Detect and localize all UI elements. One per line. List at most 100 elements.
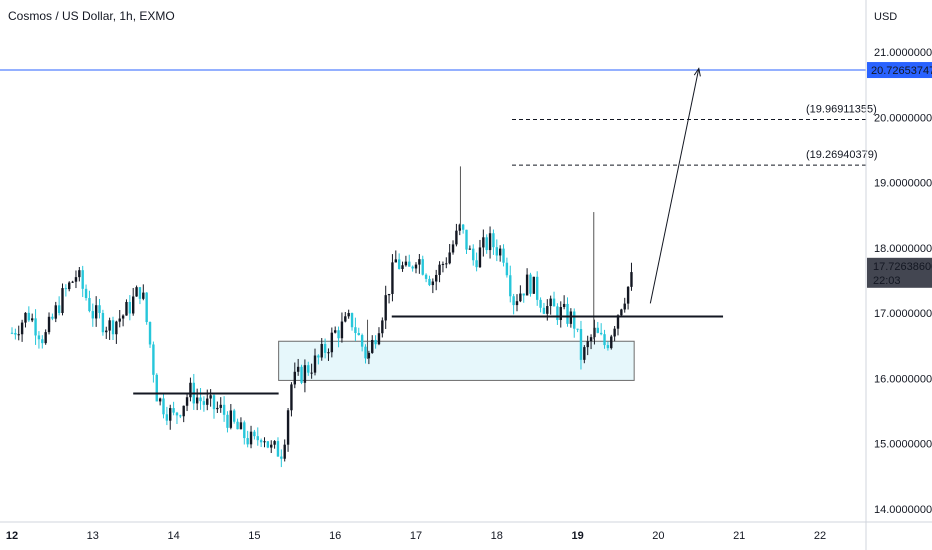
- y-tick-label: 17.00000000: [874, 308, 932, 320]
- candle-body: [68, 282, 71, 290]
- candle-body: [606, 345, 610, 349]
- demand-zone-rect[interactable]: [278, 340, 635, 381]
- candle-body: [488, 233, 492, 251]
- candle-body: [478, 247, 482, 268]
- y-tick-label: 21.00000000: [874, 47, 932, 59]
- x-tick-label: 21: [733, 530, 745, 542]
- support-zone[interactable]: [278, 340, 635, 381]
- candle-body: [236, 421, 239, 430]
- candle-body: [121, 315, 125, 319]
- candle-body: [350, 313, 354, 328]
- x-tick-label: 13: [87, 530, 99, 542]
- candle-body: [142, 292, 145, 299]
- chart-title: Cosmos / US Dollar, 1h, EXMO: [8, 9, 175, 23]
- x-tick-label: 22: [814, 530, 826, 542]
- candle-body: [371, 339, 374, 353]
- candle-body: [175, 412, 179, 416]
- candle-body: [573, 311, 576, 329]
- candle-body: [323, 343, 327, 353]
- candle-body: [475, 260, 478, 268]
- candle-body: [546, 306, 549, 314]
- candle-body: [41, 339, 44, 344]
- candle-body: [239, 422, 243, 430]
- candle-body: [583, 347, 586, 360]
- candle-body: [435, 274, 438, 282]
- candle-body: [384, 295, 387, 321]
- candle-body: [340, 321, 344, 339]
- candle-body: [404, 261, 408, 266]
- candle-body: [448, 252, 451, 264]
- y-tick-label: 16.00000000: [874, 373, 932, 385]
- candle-body: [169, 408, 172, 421]
- candle-body: [364, 346, 367, 359]
- candle-body: [525, 274, 529, 296]
- price-tag-blue-label: 20.72653747: [871, 65, 932, 77]
- candle-body: [179, 415, 182, 417]
- candle-body: [485, 237, 488, 251]
- candle-body: [229, 410, 233, 428]
- candle-body: [249, 431, 253, 445]
- candle-body: [54, 305, 57, 319]
- candle-body: [10, 332, 14, 334]
- arrow-head-icon: [693, 67, 701, 77]
- arrow-shaft[interactable]: [649, 68, 700, 304]
- candle-body: [78, 270, 81, 278]
- candle-body: [613, 328, 616, 337]
- candle-body: [152, 344, 155, 375]
- candle-body: [20, 322, 24, 335]
- y-tick-label: 15.00000000: [874, 439, 932, 451]
- candle-body: [24, 312, 27, 323]
- candle-body: [108, 320, 111, 331]
- candle-body: [101, 312, 105, 333]
- candle-body: [556, 306, 559, 321]
- candle-body: [354, 327, 357, 334]
- candle-body: [246, 438, 249, 445]
- candle-body: [118, 318, 121, 322]
- candle-body: [408, 261, 411, 267]
- candle-body: [51, 316, 54, 319]
- candle-body: [14, 332, 17, 335]
- candle-body: [522, 293, 525, 296]
- candle-body: [451, 244, 455, 253]
- candle-body: [438, 264, 441, 275]
- x-tick-label: 15: [248, 530, 260, 542]
- horizontal-levels[interactable]: 20.72653747 (19.96911355) (19.26940379) 17.…: [0, 62, 932, 395]
- candle-body: [27, 312, 31, 321]
- candle-body: [458, 224, 461, 231]
- candle-body: [596, 327, 599, 333]
- candle-body: [569, 311, 573, 324]
- candle-body: [529, 274, 532, 294]
- candle-body: [115, 321, 118, 335]
- candle-body: [428, 278, 431, 286]
- candle-body: [84, 288, 88, 299]
- candle-body: [327, 352, 330, 354]
- candle-body: [128, 301, 132, 314]
- candle-body: [145, 292, 148, 323]
- candle-body: [317, 355, 320, 358]
- candle-body: [579, 329, 583, 360]
- dashed-target-label: (19.26940379): [806, 149, 878, 161]
- candle-body: [135, 287, 138, 297]
- candle-body: [623, 303, 626, 310]
- candle-body: [273, 441, 276, 445]
- candle-body: [626, 286, 630, 304]
- candle-body: [381, 320, 384, 334]
- candle-body: [71, 281, 74, 283]
- y-axis-unit: USD: [874, 11, 897, 23]
- candle-body: [559, 307, 562, 321]
- candle-body: [512, 296, 515, 306]
- candle-body: [300, 366, 303, 383]
- candle-body: [57, 305, 61, 314]
- candle-body: [441, 263, 445, 265]
- candle-body: [391, 262, 394, 294]
- candle-body: [472, 248, 475, 261]
- projection-arrow[interactable]: [649, 67, 701, 304]
- candle-body: [424, 274, 428, 279]
- candle-body: [394, 259, 397, 263]
- candle-body: [219, 404, 222, 408]
- candle-body: [307, 365, 310, 373]
- candle-body: [616, 315, 620, 329]
- candle-body: [256, 436, 259, 441]
- x-tick-label: 12: [6, 530, 18, 542]
